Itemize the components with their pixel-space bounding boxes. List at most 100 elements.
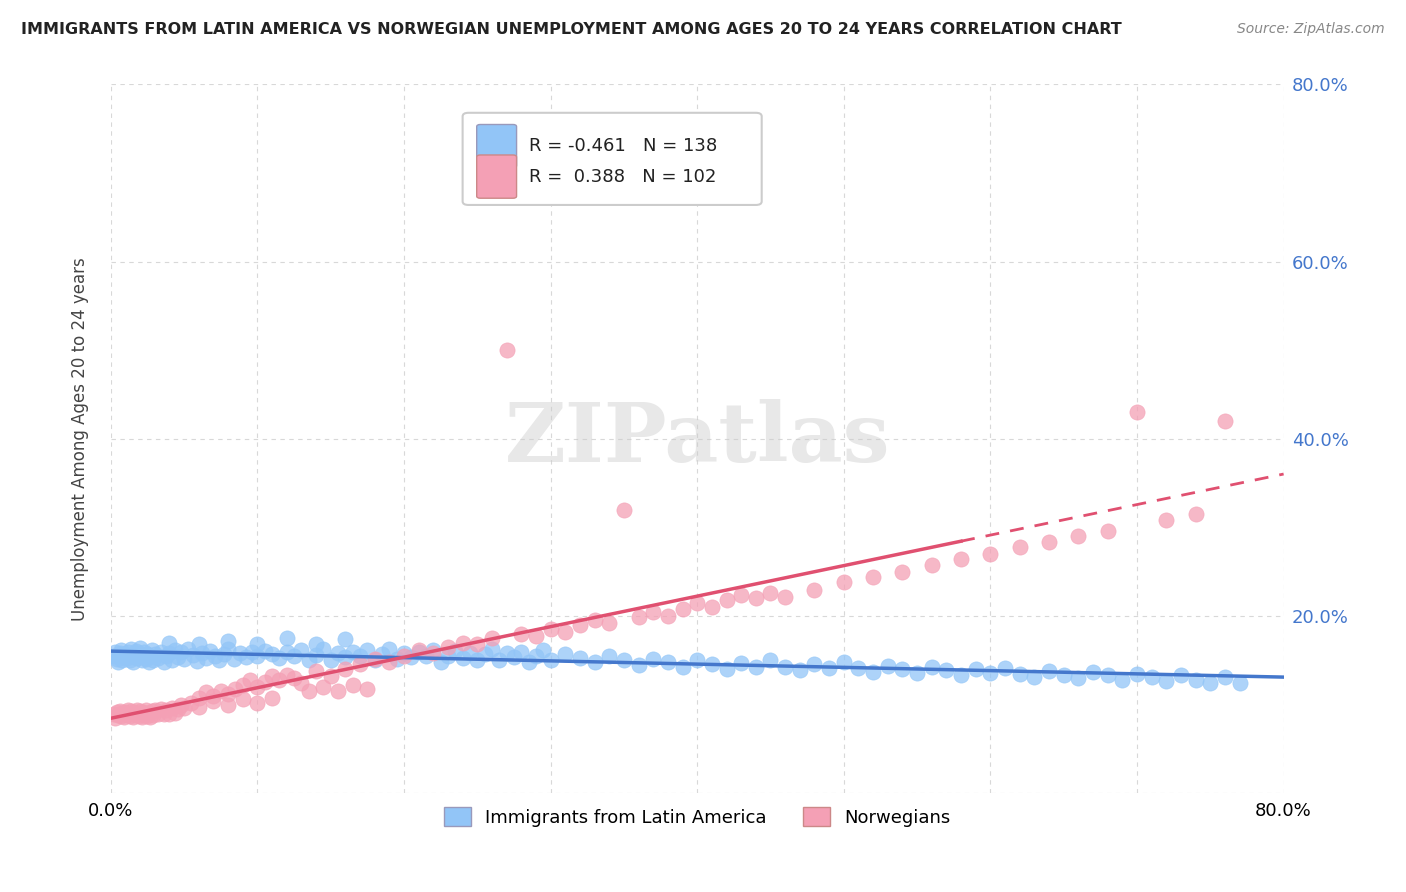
Point — [135, 703, 157, 717]
Point — [832, 655, 855, 669]
Point — [149, 702, 172, 716]
Point — [465, 638, 488, 652]
Point — [613, 652, 636, 666]
Point — [120, 704, 142, 718]
Point — [181, 648, 204, 662]
Point — [121, 710, 143, 724]
Point — [554, 625, 576, 640]
Point — [613, 503, 636, 517]
Point — [517, 655, 540, 669]
Point — [524, 648, 547, 663]
Point — [862, 665, 884, 679]
Point — [108, 704, 131, 718]
Point — [128, 646, 150, 660]
Point — [157, 706, 180, 721]
Point — [342, 644, 364, 658]
Point — [832, 575, 855, 590]
Point — [120, 641, 142, 656]
Point — [180, 696, 202, 710]
Point — [131, 710, 153, 724]
Point — [979, 665, 1001, 680]
Point — [142, 708, 165, 723]
Point — [349, 648, 371, 663]
Point — [1067, 671, 1090, 685]
Point — [305, 638, 328, 652]
Point — [583, 655, 606, 669]
Point — [891, 565, 914, 579]
Point — [657, 609, 679, 624]
Point — [125, 708, 148, 723]
Point — [335, 662, 357, 676]
Point — [408, 644, 430, 658]
Point — [848, 661, 870, 675]
FancyBboxPatch shape — [463, 112, 762, 205]
Point — [104, 711, 127, 725]
Point — [326, 646, 349, 660]
Point — [458, 646, 481, 660]
Point — [155, 648, 177, 663]
Point — [204, 648, 226, 663]
Point — [378, 655, 401, 669]
Point — [217, 698, 239, 712]
Point — [173, 701, 195, 715]
Point — [112, 648, 135, 663]
Text: R =  0.388   N = 102: R = 0.388 N = 102 — [530, 168, 717, 186]
Point — [700, 600, 723, 615]
Point — [700, 657, 723, 671]
FancyBboxPatch shape — [477, 125, 516, 168]
Point — [363, 651, 385, 665]
Point — [146, 650, 169, 665]
Point — [212, 647, 235, 661]
Point — [118, 709, 141, 723]
Point — [935, 663, 957, 677]
Point — [319, 652, 342, 666]
Point — [444, 643, 467, 657]
Point — [1081, 665, 1104, 679]
Point — [217, 641, 239, 656]
Point — [235, 649, 257, 664]
Point — [107, 655, 129, 669]
Point — [531, 642, 554, 657]
Point — [349, 657, 371, 671]
Point — [135, 651, 157, 665]
Point — [1111, 673, 1133, 687]
Point — [200, 643, 222, 657]
Point — [451, 636, 474, 650]
Point — [260, 647, 283, 661]
Point — [326, 684, 349, 698]
Point — [686, 653, 709, 667]
Point — [429, 655, 451, 669]
Point — [105, 651, 128, 665]
Point — [276, 632, 298, 646]
Point — [568, 650, 591, 665]
Point — [378, 641, 401, 656]
Point — [818, 660, 841, 674]
Point — [112, 710, 135, 724]
Point — [627, 657, 650, 672]
Point — [716, 662, 738, 676]
Point — [157, 636, 180, 650]
Point — [401, 649, 423, 664]
Point — [803, 582, 825, 597]
Point — [716, 593, 738, 607]
Point — [246, 696, 269, 710]
Point — [1008, 666, 1031, 681]
Point — [167, 649, 190, 664]
Point — [319, 669, 342, 683]
Point — [465, 653, 488, 667]
Point — [745, 659, 768, 673]
Point — [298, 653, 321, 667]
Point — [392, 648, 415, 663]
Point — [129, 640, 152, 655]
Point — [134, 708, 156, 723]
Point — [165, 642, 187, 657]
Point — [276, 645, 298, 659]
Point — [657, 655, 679, 669]
Point — [276, 667, 298, 681]
Point — [139, 648, 162, 663]
Text: Source: ZipAtlas.com: Source: ZipAtlas.com — [1237, 22, 1385, 37]
Point — [110, 709, 132, 723]
Point — [114, 705, 136, 719]
Point — [950, 552, 973, 566]
Point — [583, 613, 606, 627]
